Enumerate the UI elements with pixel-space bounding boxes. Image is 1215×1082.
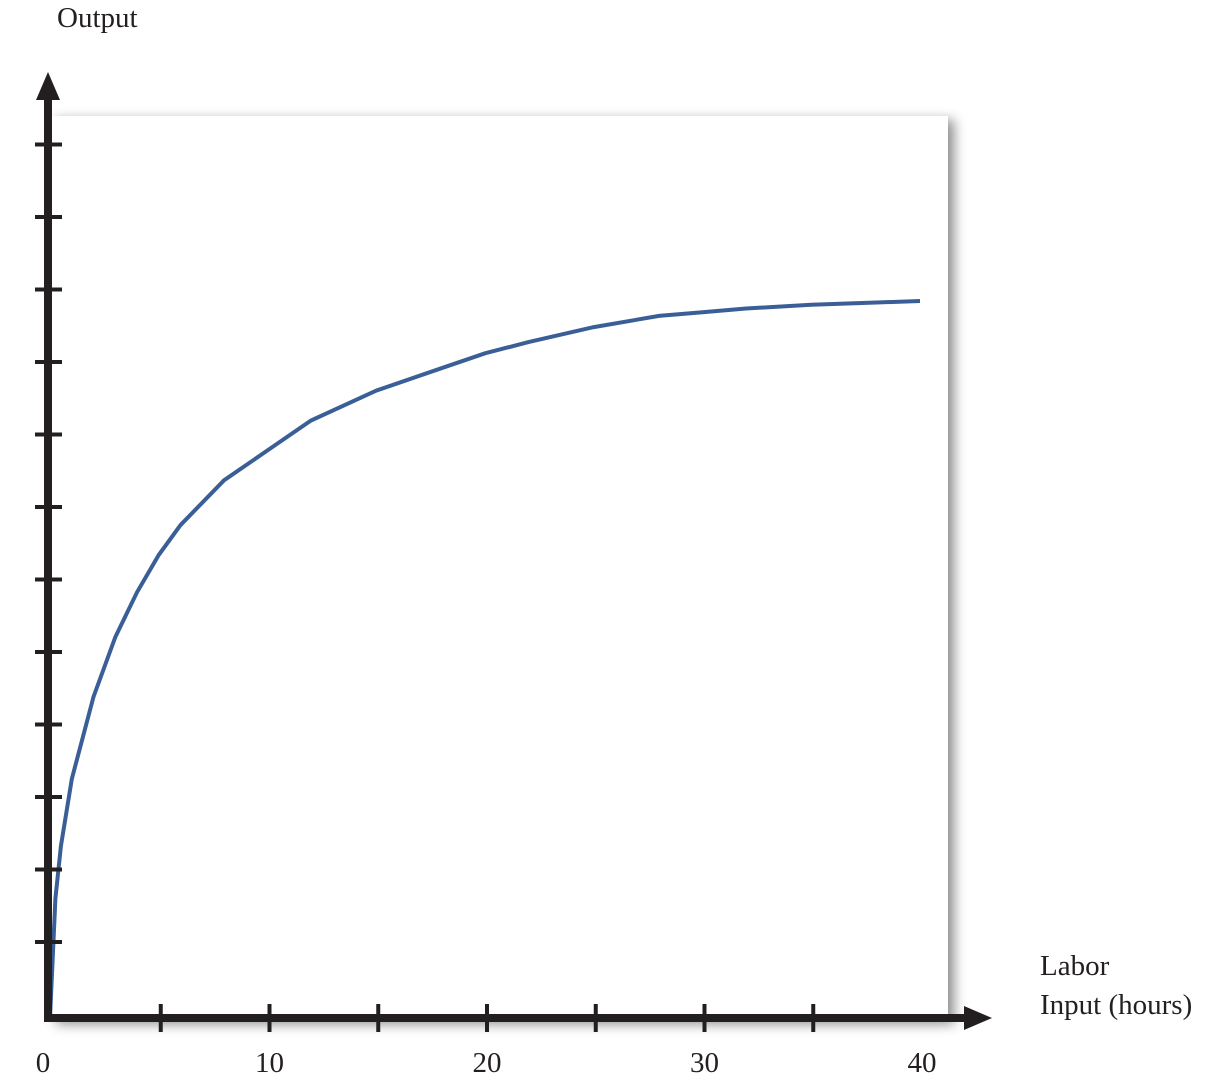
x-axis-label-line2: Input (hours): [1040, 989, 1192, 1021]
x-tick-label: 10: [255, 1047, 284, 1079]
x-axis-label-line1: Labor: [1040, 950, 1110, 982]
x-tick-label: 20: [473, 1047, 502, 1079]
x-tick-label: 30: [690, 1047, 719, 1079]
y-axis-ticks: [35, 142, 62, 944]
y-axis-label: Output: [57, 2, 138, 34]
x-axis-tick-labels: 0 10 20 30 40: [36, 1047, 937, 1079]
x-axis-ticks: [158, 1004, 816, 1032]
y-axis-arrow: [36, 72, 60, 100]
x-tick-label: 40: [908, 1047, 937, 1079]
x-axis-arrow: [964, 1006, 992, 1030]
output-curve: [48, 299, 921, 1019]
x-tick-label: 0: [36, 1047, 51, 1079]
plot-panel: [50, 116, 948, 1020]
